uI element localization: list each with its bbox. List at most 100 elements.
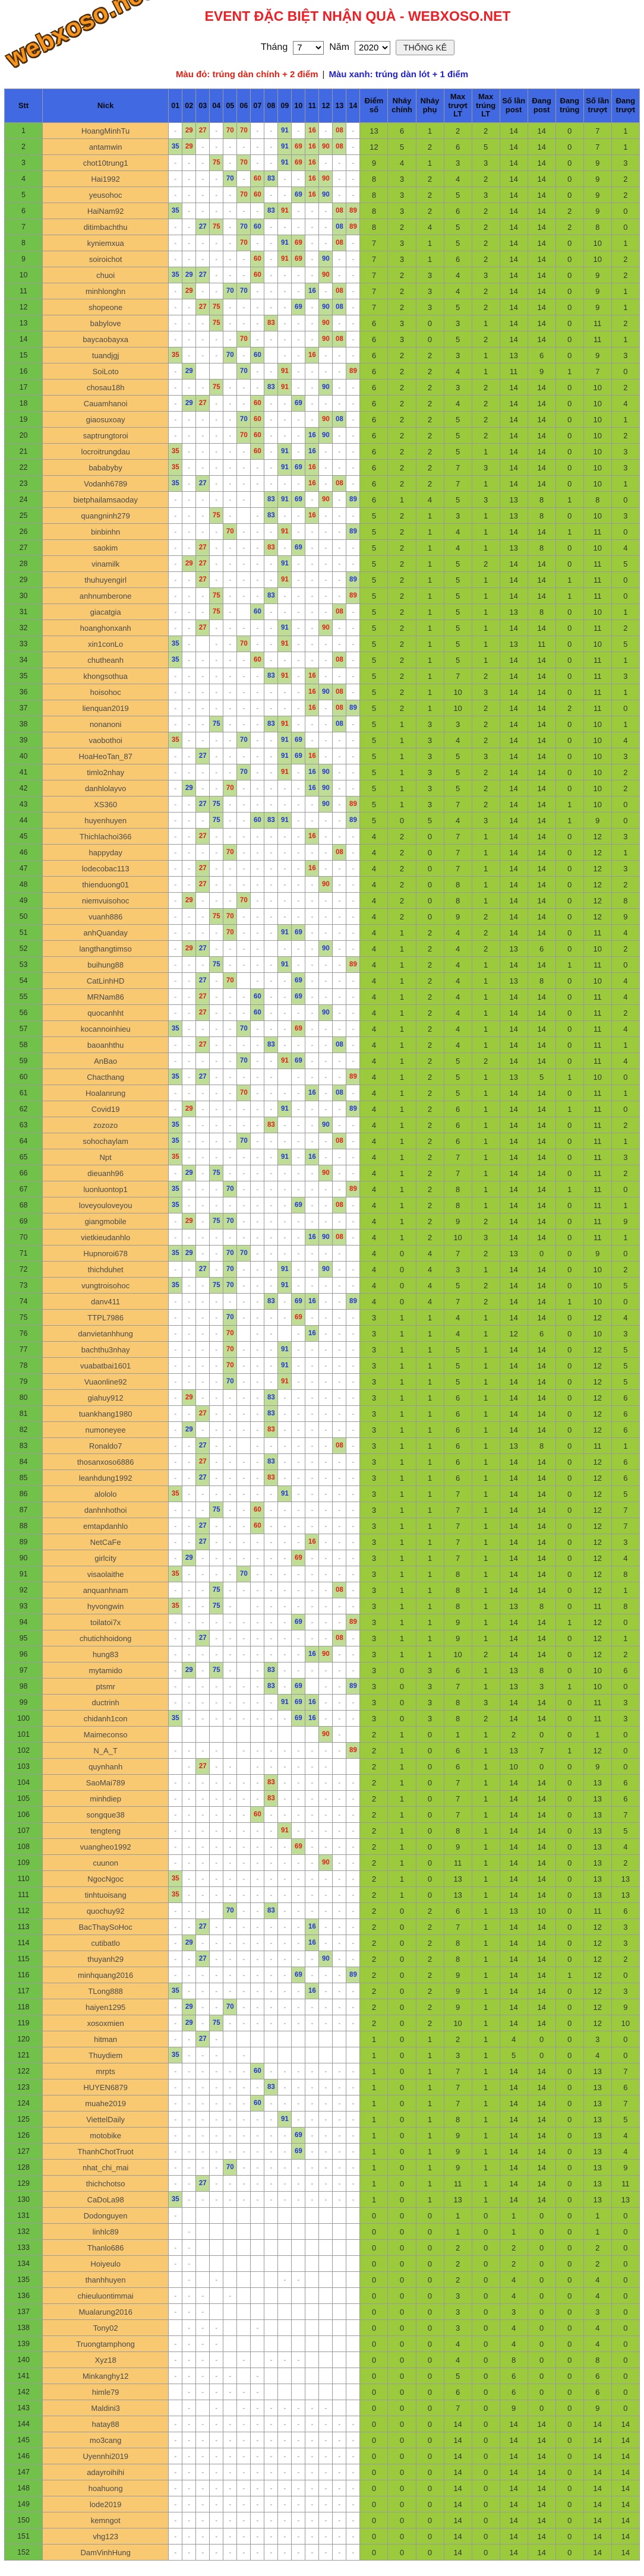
day-cell: -	[346, 2496, 361, 2512]
day-cell: -	[346, 1485, 361, 1502]
summary-cell: 12	[583, 844, 612, 861]
day-cell	[264, 2223, 279, 2240]
day-cell	[264, 2207, 279, 2224]
day-cell: 91	[277, 491, 292, 508]
summary-cell: 2	[359, 1999, 389, 2015]
day-cell: -	[195, 2079, 210, 2095]
day-cell: 16	[305, 347, 320, 364]
summary-cell: 2	[359, 1758, 389, 1775]
nick-cell: DamVinhHung	[42, 2544, 169, 2561]
table-row: 76 danvietanhhung - - - -70- - -16- - -3 1 1 4 1 12 6 0 1…	[4, 1325, 640, 1342]
rank-cell: 66	[4, 1165, 43, 1181]
day-cell: 27	[195, 2031, 210, 2047]
summary-cell: 3	[359, 1662, 389, 1679]
day-cell: -	[195, 2319, 210, 2336]
day-cell	[236, 1726, 251, 1743]
nick-cell: tinhtuoisang	[42, 1886, 169, 1903]
day-cell: -	[195, 2351, 210, 2368]
day-cell	[223, 2319, 238, 2336]
nick-cell: Hoiyeulo	[42, 2255, 169, 2272]
summary-cell: 1	[555, 1614, 584, 1630]
rank-cell: 28	[4, 555, 43, 572]
summary-cell: 0	[611, 2239, 640, 2256]
rank-cell: 22	[4, 459, 43, 476]
day-cell: -	[264, 299, 279, 315]
day-cell: -	[168, 283, 183, 299]
day-cell: 08	[332, 1133, 347, 1149]
rank-cell: 152	[4, 2544, 43, 2561]
rank-cell: 21	[4, 443, 43, 460]
day-cell: 08	[332, 684, 347, 700]
summary-cell: 14	[527, 2159, 556, 2176]
day-cell: -	[209, 1389, 224, 1406]
day-cell	[277, 2384, 292, 2400]
month-select[interactable]: 7	[293, 40, 324, 55]
day-cell	[209, 1726, 224, 1743]
summary-cell: 2	[415, 1229, 444, 1246]
day-cell: -	[305, 1069, 320, 1085]
summary-cell: 3	[359, 1550, 389, 1566]
day-cell: -	[318, 283, 333, 299]
summary-cell: 2	[415, 1101, 444, 1117]
summary-cell: 14	[527, 170, 556, 187]
table-row: 91 visaolaithe 35- - - -70- - - - - - - -3 1 1 8 1 14 14 0 1…	[4, 1566, 640, 1582]
year-select[interactable]: 2020	[355, 40, 391, 55]
day-cell: -	[223, 1293, 238, 1310]
day-cell: -	[291, 2111, 306, 2128]
summary-cell: 1	[387, 1453, 416, 1470]
day-cell: -	[305, 1886, 320, 1903]
day-cell: -	[168, 1678, 183, 1695]
day-cell	[291, 2239, 306, 2256]
nick-cell: BacThaySoHoc	[42, 1918, 169, 1935]
day-cell: -	[346, 1790, 361, 1807]
summary-cell: 9	[443, 1967, 472, 1983]
day-cell: -	[209, 1886, 224, 1903]
day-cell: -	[291, 828, 306, 845]
day-cell: -	[209, 2416, 224, 2432]
summary-cell: 0	[415, 1758, 444, 1775]
day-cell	[332, 2368, 347, 2384]
summary-cell: 10	[583, 459, 612, 476]
day-cell: -	[346, 1325, 361, 1342]
summary-cell: 0	[555, 459, 584, 476]
nick-cell: Thuydiem	[42, 2047, 169, 2063]
summary-cell: 1	[387, 1421, 416, 1438]
summary-cell: 2	[387, 539, 416, 556]
rank-cell: 99	[4, 1694, 43, 1711]
summary-cell: 9	[611, 2159, 640, 2176]
table-row: 24 bietphailamsaoday - - - - - -83 91 69-90-89 6 1 4…	[4, 491, 640, 508]
day-cell: 29	[182, 283, 197, 299]
day-cell: -	[346, 122, 361, 139]
day-cell: 08	[332, 603, 347, 620]
summary-cell: 13	[583, 1870, 612, 1887]
summary-cell: 6	[359, 347, 389, 364]
day-cell: -	[318, 1550, 333, 1566]
day-cell: -	[223, 668, 238, 684]
day-cell: -	[195, 1020, 210, 1037]
summary-cell: 1	[415, 2191, 444, 2208]
summary-cell: 0	[471, 2351, 500, 2368]
summary-cell: 13	[499, 1662, 528, 1679]
nick-cell: shopeone	[42, 299, 169, 315]
summary-cell: 0	[387, 2255, 416, 2272]
summary-cell: 3	[443, 347, 472, 364]
day-cell: -	[168, 1902, 183, 1919]
summary-cell: 2	[387, 475, 416, 492]
day-cell: -	[277, 940, 292, 957]
day-cell: -	[195, 331, 210, 347]
day-cell: -	[236, 1357, 251, 1374]
day-cell: -	[264, 2544, 279, 2561]
summary-cell: 14	[527, 2015, 556, 2031]
day-cell: 89	[346, 363, 361, 380]
summary-cell: 10	[583, 443, 612, 460]
day-cell: 27	[195, 571, 210, 588]
day-cell: -	[264, 1052, 279, 1069]
nick-cell: soiroichot	[42, 251, 169, 267]
day-cell: -	[236, 1165, 251, 1181]
day-cell: -	[318, 2015, 333, 2031]
stats-button[interactable]: THỐNG KÊ	[396, 40, 455, 55]
day-cell: -	[277, 267, 292, 283]
day-cell: -	[236, 2111, 251, 2128]
summary-cell: 8	[443, 1935, 472, 1951]
rank-cell: 56	[4, 1004, 43, 1021]
